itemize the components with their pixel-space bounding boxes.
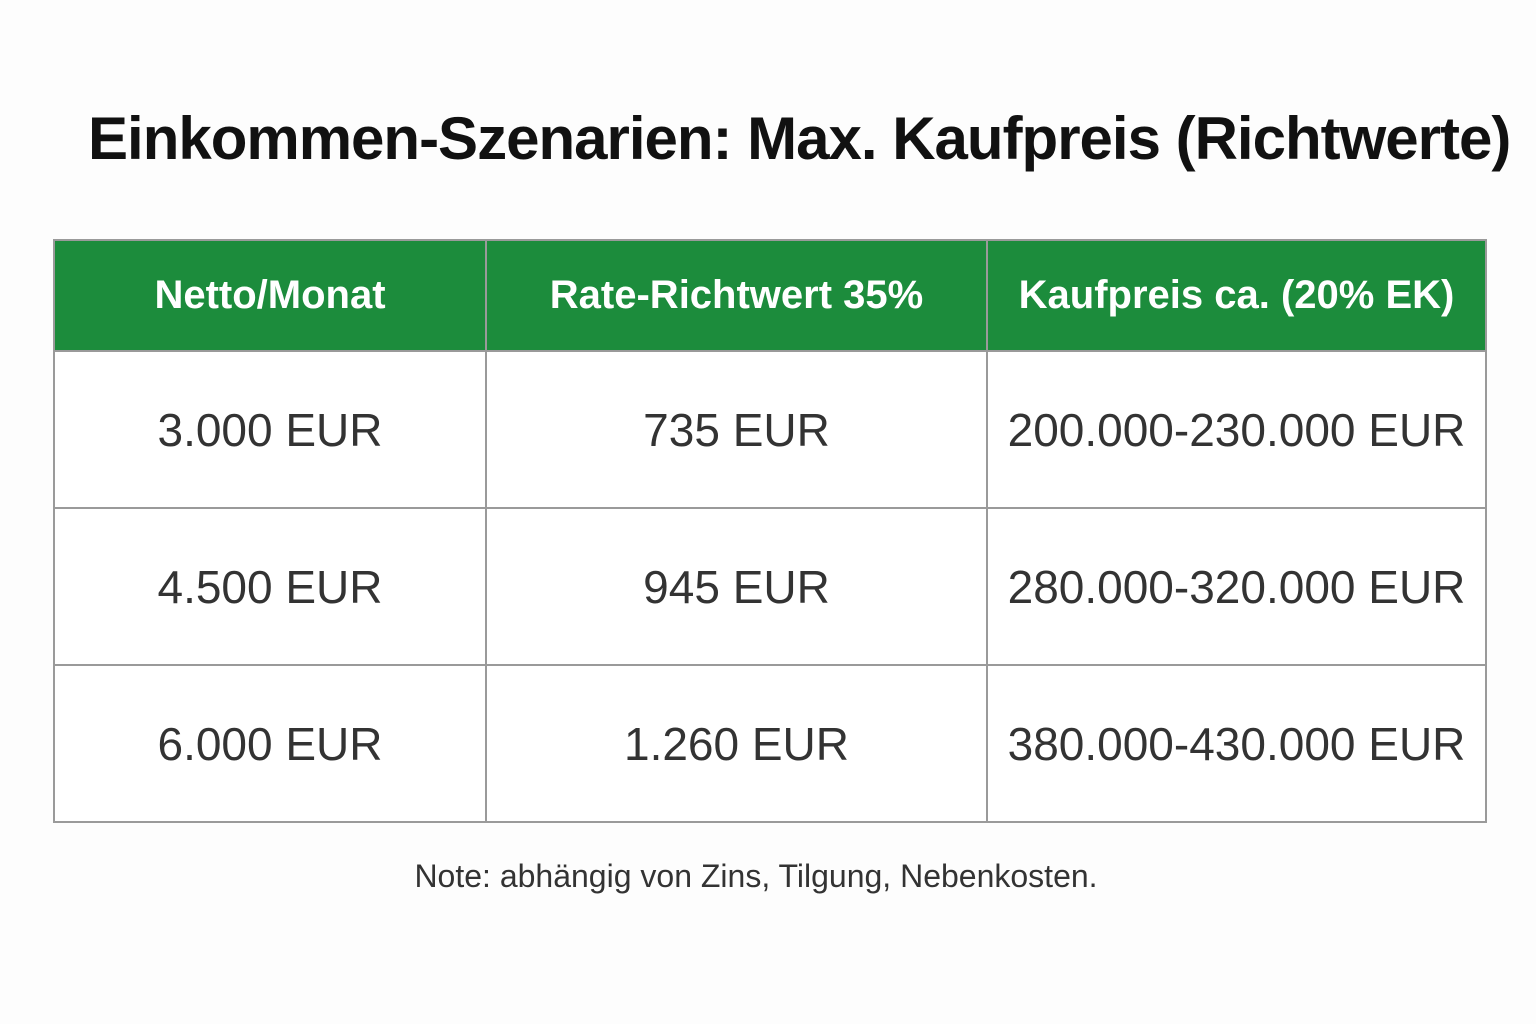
- table-cell: 3.000 EUR: [53, 350, 487, 509]
- table-row: 6.000 EUR 1.260 EUR 380.000-430.000 EUR: [53, 664, 1487, 823]
- table-row: 3.000 EUR 735 EUR 200.000-230.000 EUR: [53, 350, 1487, 509]
- header-row: Netto/Monat Rate-Richtwert 35% Kaufpreis c…: [54, 240, 1487, 351]
- table: Netto/Monat Rate-Richtwert 35% Kaufpreis c…: [53, 239, 1487, 823]
- column-header: Rate-Richtwert 35%: [486, 240, 988, 351]
- column-header: Netto/Monat: [54, 240, 487, 351]
- column-header: Kaufpreis ca. (20% EK): [987, 240, 1487, 351]
- table-body: 3.000 EUR 735 EUR 200.000-230.000 EUR 4.500…: [53, 350, 1487, 823]
- table-cell: 1.260 EUR: [485, 664, 988, 823]
- table-cell: 735 EUR: [485, 350, 988, 509]
- note: Note: abhängig von Zins, Tilgung, Nebenk…: [414, 858, 1098, 894]
- table-cell: 4.500 EUR: [53, 507, 487, 666]
- table-cell: 280.000-320.000 EUR: [986, 507, 1487, 666]
- title: Einkommen-Szenarien: Max. Kaufpreis (Ric…: [88, 105, 1511, 172]
- table-cell: 200.000-230.000 EUR: [986, 350, 1487, 509]
- table-row: 4.500 EUR 945 EUR 280.000-320.000 EUR: [53, 507, 1487, 666]
- table-cell: 380.000-430.000 EUR: [986, 664, 1487, 823]
- table-cell: 945 EUR: [485, 507, 988, 666]
- table-cell: 6.000 EUR: [53, 664, 487, 823]
